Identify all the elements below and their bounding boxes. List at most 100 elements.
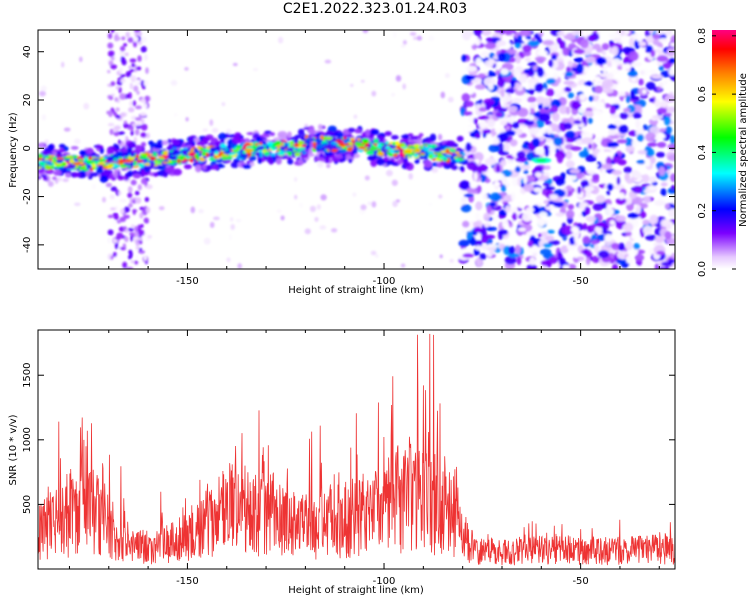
spectrogram-cell	[139, 112, 147, 117]
spectrogram-cell	[78, 158, 82, 162]
spectrogram-cell	[331, 148, 338, 153]
spectrogram-xlabel: Height of straight line (km)	[288, 285, 424, 296]
spectrogram-cell	[657, 86, 662, 92]
spectrogram-cell	[628, 51, 639, 62]
spectrogram-cell	[514, 166, 521, 173]
spectrogram-cell	[257, 158, 262, 164]
spectrogram-cell	[544, 120, 553, 126]
spectrogram-cell	[595, 221, 606, 228]
spectrogram-cell	[101, 196, 107, 203]
spectrogram-cell	[319, 225, 327, 230]
spectrogram-cell	[550, 105, 559, 113]
spectrogram-cell	[577, 186, 582, 195]
spectrogram-cell	[645, 132, 657, 142]
spectrogram-cell	[196, 140, 206, 147]
spectrogram-cell	[338, 149, 347, 154]
spectrogram-cell	[117, 174, 124, 181]
spectrogram-cell	[126, 266, 134, 269]
spectrogram-cell	[110, 207, 116, 211]
spectrogram-cell	[536, 67, 545, 78]
spectrogram-cell	[497, 78, 506, 88]
spectrogram-cell	[610, 242, 620, 249]
spectrogram-cell	[664, 231, 672, 240]
spectrogram-cell	[562, 264, 570, 269]
spectrogram-cell	[584, 81, 594, 87]
spectrogram-cell	[637, 149, 648, 155]
spectrogram-cell	[578, 150, 588, 158]
spectrogram-cell	[127, 186, 133, 194]
spectrogram-cell	[553, 136, 563, 147]
spectrogram-cell	[61, 61, 65, 68]
spectrogram-cell	[127, 37, 134, 43]
spectrogram-cell	[378, 151, 385, 157]
spectrogram-cell	[523, 119, 535, 126]
spectrogram-cell	[130, 179, 137, 186]
spectrogram-cell	[167, 138, 172, 144]
spectrogram-cell	[134, 129, 140, 136]
spectrogram-cell	[512, 212, 517, 221]
spectrogram-cell	[418, 156, 427, 160]
colorbar-tick-label: 0.4	[697, 144, 708, 160]
spectrogram-cell	[489, 201, 497, 207]
spectrogram-cell	[110, 255, 114, 260]
spectrogram-cell	[309, 138, 315, 142]
spectrogram-cell	[440, 150, 447, 154]
spectrogram-cell	[512, 97, 522, 104]
spectrogram-cell	[626, 178, 634, 184]
spectrogram-cell	[348, 158, 353, 164]
spectrogram-cell	[70, 145, 79, 150]
spectrogram-cell	[481, 234, 489, 244]
spectrogram-cell	[256, 146, 264, 151]
spectrogram-cell	[105, 169, 111, 177]
y-tick-label: 1000	[22, 427, 33, 452]
spectrogram-cell	[237, 263, 242, 269]
spectrogram-cell	[394, 149, 399, 153]
spectrogram-cell	[147, 235, 152, 239]
spectrogram-cell	[416, 35, 423, 41]
spectrogram-cell	[315, 132, 322, 138]
spectrogram-cell	[486, 204, 492, 214]
spectrogram-cell	[528, 127, 540, 135]
spectrogram-cell	[630, 90, 636, 101]
spectrogram-cell	[114, 125, 121, 131]
spectrogram-cell	[585, 56, 596, 64]
spectrogram-cell	[209, 221, 215, 228]
spectrogram-cell	[602, 63, 608, 68]
spectrogram-cell	[596, 161, 603, 169]
y-tick-label: 20	[22, 94, 33, 107]
spectrogram-cell	[277, 130, 288, 139]
spectrogram-cell	[47, 180, 54, 187]
colorbar-tick-label: 0.2	[697, 203, 708, 219]
spectrogram-cell	[73, 138, 81, 145]
spectrogram-cell	[108, 110, 113, 118]
spectrogram-cell	[413, 143, 421, 148]
spectrogram-cell	[134, 230, 139, 237]
spectrogram-cell	[658, 132, 665, 138]
spectrogram-cell	[233, 149, 239, 153]
spectrogram-cell	[619, 112, 629, 120]
spectrogram-cell	[193, 148, 199, 151]
spectrogram-cell	[601, 43, 610, 51]
spectrogram-cell	[563, 122, 573, 130]
spectrogram-cell	[385, 169, 393, 177]
spectrogram-cell	[326, 136, 332, 141]
spectrogram-cell	[133, 36, 139, 43]
spectrogram-cell	[211, 127, 219, 133]
spectrogram-cell	[130, 260, 135, 264]
spectrogram-cell	[232, 62, 238, 67]
spectrogram-cell	[642, 124, 648, 131]
spectrogram-cell	[498, 209, 507, 217]
spectrogram-cell	[119, 216, 127, 223]
spectrogram-cell	[176, 156, 184, 160]
spectrogram-cell	[129, 82, 134, 90]
spectrogram-cell	[133, 85, 139, 92]
spectrogram-cell	[407, 133, 414, 137]
spectrogram-cell	[523, 169, 529, 175]
spectrogram-cell	[277, 36, 284, 44]
spectrogram-cell	[544, 146, 550, 157]
spectrogram-cell	[618, 124, 629, 134]
spectrogram-cell	[473, 117, 478, 125]
spectrogram-cell	[140, 46, 147, 53]
x-tick-label: -50	[572, 576, 588, 587]
spectrogram-cell	[272, 142, 278, 148]
